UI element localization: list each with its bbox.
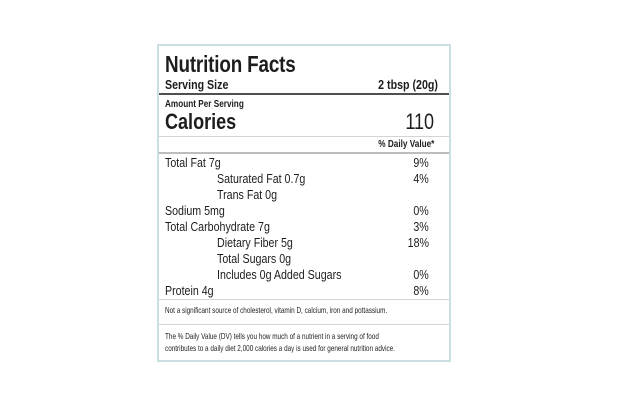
nutrient-name: Dietary Fiber 5g — [217, 235, 293, 250]
nutrient-row-sodium: Sodium 5mg 0% — [159, 203, 449, 219]
daily-value-header: % Daily Value* — [377, 139, 434, 150]
nutrient-row-total-carbohydrate: Total Carbohydrate 7g 3% — [159, 219, 449, 235]
calories-value: 110 — [405, 109, 434, 134]
nutrition-facts-label: Nutrition Facts Serving Size 2 tbsp (20g… — [157, 44, 451, 362]
nutrient-name: Includes 0g Added Sugars — [217, 267, 342, 282]
nutrient-daily-value: 0% — [413, 203, 429, 218]
nutrient-daily-value: 8% — [413, 283, 429, 298]
nutrient-name: Total Fat 7g — [165, 155, 221, 170]
nutrient-daily-value: 9% — [413, 155, 429, 170]
divider-thin — [159, 324, 449, 325]
nutrient-daily-value: 0% — [413, 267, 429, 282]
label-title: Nutrition Facts — [165, 52, 443, 76]
nutrient-daily-value: 18% — [407, 235, 429, 250]
nutrient-row-saturated-fat: Saturated Fat 0.7g 4% — [159, 171, 449, 187]
divider-thin — [159, 299, 449, 300]
nutrient-row-total-fat: Total Fat 7g 9% — [159, 155, 449, 171]
divider-thin — [159, 136, 449, 137]
nutrient-daily-value: 4% — [413, 171, 429, 186]
footnote-daily-value: The % Daily Value (DV) tells you how muc… — [165, 330, 443, 354]
divider-medium — [159, 152, 449, 154]
nutrient-daily-value: 3% — [413, 219, 429, 234]
serving-size-value: 2 tbsp (20g) — [378, 77, 438, 92]
serving-size-label: Serving Size — [165, 77, 229, 92]
nutrient-list: Total Fat 7g 9% Saturated Fat 0.7g 4% Tr… — [159, 155, 449, 299]
nutrient-name: Total Sugars 0g — [217, 251, 292, 266]
footnote-daily-value-line1: The % Daily Value (DV) tells you how muc… — [165, 331, 379, 341]
nutrient-row-protein: Protein 4g 8% — [159, 283, 449, 299]
amount-per-serving-label: Amount Per Serving — [165, 99, 244, 110]
nutrient-row-total-sugars: Total Sugars 0g — [159, 251, 449, 267]
nutrient-name: Protein 4g — [165, 283, 214, 298]
label-title-text: Nutrition Facts — [165, 51, 296, 77]
nutrient-name: Trans Fat 0g — [217, 187, 278, 202]
footnote-not-significant: Not a significant source of cholesterol,… — [165, 305, 388, 315]
divider-thick — [159, 93, 449, 95]
footnote-daily-value-line2: contributes to a daily diet 2,000 calori… — [165, 343, 395, 353]
nutrient-name: Sodium 5mg — [165, 203, 225, 218]
nutrient-name: Total Carbohydrate 7g — [165, 219, 270, 234]
nutrient-row-dietary-fiber: Dietary Fiber 5g 18% — [159, 235, 449, 251]
calories-label: Calories — [165, 109, 237, 134]
nutrient-row-added-sugars: Includes 0g Added Sugars 0% — [159, 267, 449, 283]
calories-row: Calories 110 — [165, 110, 434, 134]
serving-size-row: Serving Size 2 tbsp (20g) — [165, 77, 438, 92]
nutrient-row-trans-fat: Trans Fat 0g — [159, 187, 449, 203]
nutrient-name: Saturated Fat 0.7g — [217, 171, 306, 186]
